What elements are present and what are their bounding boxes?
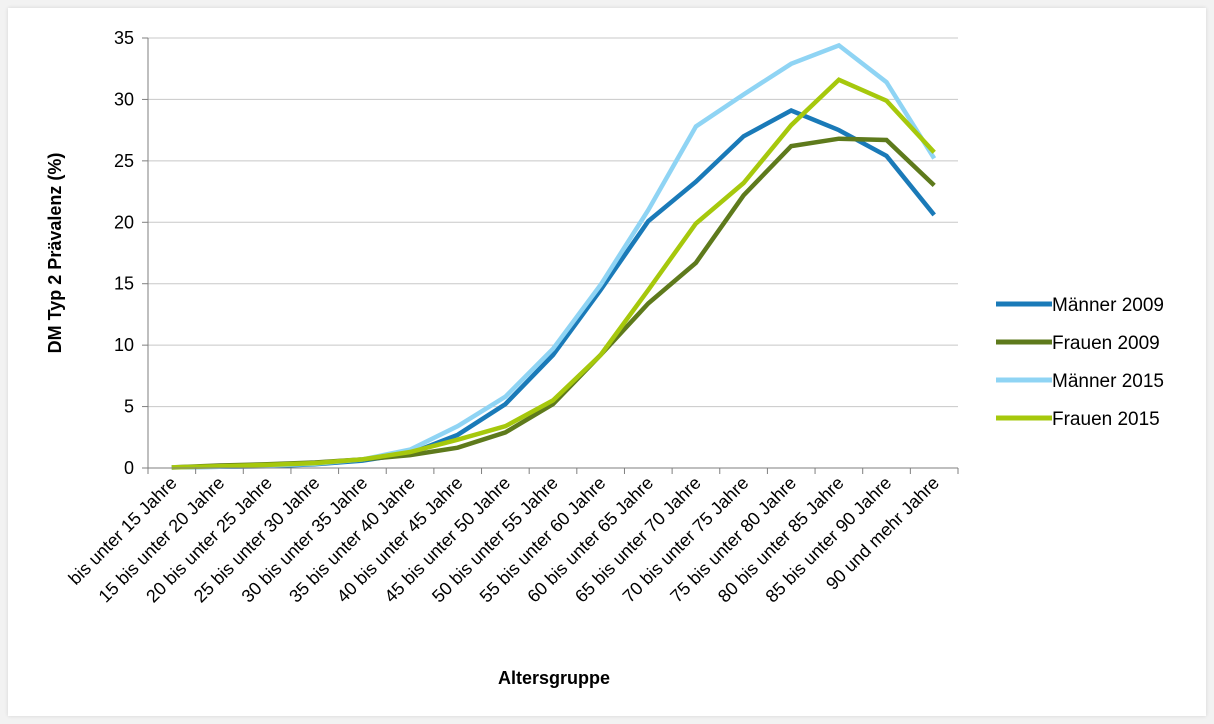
y-tick-label: 0 <box>124 458 134 478</box>
legend: Männer 2009 Frauen 2009 Männer 2015 Frauen … <box>996 295 1164 430</box>
y-tick-label: 20 <box>114 212 134 232</box>
series-line <box>171 108 936 470</box>
legend-label: Frauen 2015 <box>1052 409 1160 430</box>
legend-label: Frauen 2009 <box>1052 333 1160 354</box>
y-tick-label: 10 <box>114 335 134 355</box>
y-tick-labels: 0 5 10 15 20 25 30 35 <box>114 28 148 478</box>
legend-label: Männer 2009 <box>1052 295 1164 316</box>
y-tick-label: 35 <box>114 28 134 48</box>
axes <box>147 38 959 474</box>
y-tick-label: 5 <box>124 397 134 417</box>
legend-label: Männer 2015 <box>1052 371 1164 392</box>
y-axis-title: DM Typ 2 Prävalenz (%) <box>45 153 65 354</box>
series-lines <box>171 42 937 470</box>
gridlines <box>148 37 958 408</box>
y-tick-label: 30 <box>114 89 134 109</box>
chart-frame: 0 5 10 15 20 25 30 35 bis unter 15 Jahre 15 bis … <box>8 8 1206 716</box>
y-tick-label: 15 <box>114 274 134 294</box>
y-tick-label: 25 <box>114 151 134 171</box>
series-line <box>171 136 936 470</box>
series-line <box>171 77 936 470</box>
x-axis-title: Altersgruppe <box>498 668 610 688</box>
